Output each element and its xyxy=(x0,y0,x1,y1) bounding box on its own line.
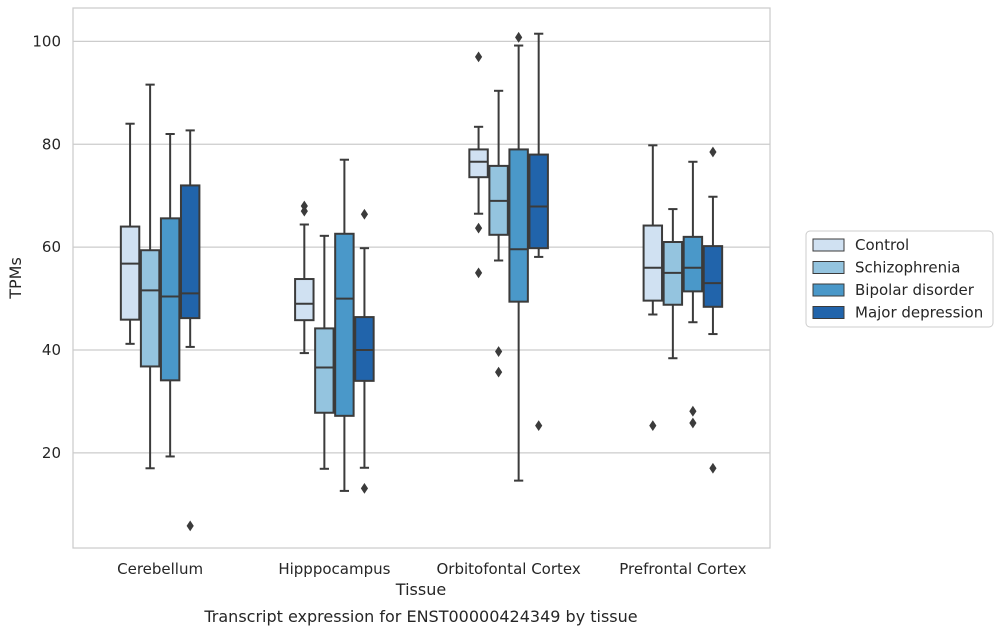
box-cerebellum-schizophrenia xyxy=(139,83,161,470)
outlier-point xyxy=(515,31,523,43)
x-tick-label: Orbitofontal Cortex xyxy=(437,560,581,578)
box-orbitofontal-cortex-schizophrenia xyxy=(488,89,509,378)
legend-label-bipolar-disorder: Bipolar disorder xyxy=(855,281,975,299)
outlier-point xyxy=(360,482,369,494)
outlier-point xyxy=(495,366,503,378)
box-iqr xyxy=(642,224,664,302)
x-axis-ticks: Cerebellum Hipppocampus Orbitofontal Corte… xyxy=(117,560,746,578)
box-orbitofontal-cortex-bipolar-disorder xyxy=(508,31,529,482)
outlier-point xyxy=(360,208,369,220)
legend-label-control: Control xyxy=(855,236,909,254)
chart-caption: Transcript expression for ENST0000042434… xyxy=(203,607,637,626)
outlier-point xyxy=(689,405,697,417)
box-iqr xyxy=(508,148,529,303)
box-hipppocampus-control xyxy=(294,200,315,355)
box-hipppocampus-major-depression xyxy=(354,208,375,494)
x-axis-label: Tissue xyxy=(395,580,446,599)
legend-swatch-major-depression xyxy=(812,306,845,319)
box-iqr xyxy=(702,245,724,308)
legend: Control Schizophrenia Bipolar disorder Majo… xyxy=(805,230,994,328)
y-tick-label: 100 xyxy=(32,32,61,50)
legend-swatch-control xyxy=(812,238,845,252)
y-axis-label: TPMs xyxy=(6,257,25,300)
box-prefrontal-cortex-bipolar-disorder xyxy=(682,160,704,429)
y-tick-label: 20 xyxy=(42,444,61,462)
box-series xyxy=(119,31,724,532)
legend-label-schizophrenia: Schizophrenia xyxy=(855,259,960,277)
legend-frame xyxy=(805,230,994,328)
box-iqr xyxy=(528,153,549,250)
x-tick-label: Cerebellum xyxy=(117,560,203,578)
outlier-point xyxy=(300,200,308,212)
box-iqr xyxy=(159,217,181,382)
y-tick-label: 60 xyxy=(42,238,61,256)
plot-area-frame xyxy=(72,7,771,549)
outlier-point xyxy=(495,346,503,357)
box-cerebellum-control xyxy=(119,122,141,345)
box-orbitofontal-cortex-control xyxy=(468,51,489,279)
legend-label-major-depression: Major depression xyxy=(855,304,983,322)
outlier-point xyxy=(474,222,483,234)
y-tick-label: 40 xyxy=(42,341,61,359)
box-hipppocampus-bipolar-disorder xyxy=(334,158,355,492)
outlier-point xyxy=(186,520,194,532)
outlier-point xyxy=(474,51,483,63)
box-iqr xyxy=(468,148,489,179)
x-tick-label: Prefrontal Cortex xyxy=(619,560,746,578)
outlier-point xyxy=(709,146,717,158)
box-iqr xyxy=(294,278,315,322)
box-orbitofontal-cortex-major-depression xyxy=(528,32,549,431)
box-prefrontal-cortex-schizophrenia xyxy=(662,208,684,360)
outlier-point xyxy=(689,417,697,429)
legend-swatch-bipolar-disorder xyxy=(812,283,845,297)
box-iqr xyxy=(682,235,704,293)
box-iqr xyxy=(119,225,141,321)
outlier-point xyxy=(709,462,717,474)
box-cerebellum-bipolar-disorder xyxy=(159,133,181,458)
box-iqr xyxy=(139,249,161,368)
y-tick-label: 80 xyxy=(42,135,61,153)
outlier-point xyxy=(535,420,543,431)
y-axis-ticks: 20 40 60 80 100 xyxy=(32,32,61,461)
box-iqr xyxy=(354,316,375,382)
legend-swatch-schizophrenia xyxy=(812,261,845,274)
box-cerebellum-major-depression xyxy=(179,129,201,532)
box-iqr xyxy=(314,327,335,414)
box-iqr xyxy=(179,184,201,320)
outlier-point xyxy=(649,420,657,431)
outlier-point xyxy=(474,267,483,279)
x-tick-label: Hipppocampus xyxy=(278,560,390,578)
box-prefrontal-cortex-control xyxy=(642,144,664,431)
box-prefrontal-cortex-major-depression xyxy=(702,146,724,474)
box-iqr xyxy=(334,232,355,417)
box-hipppocampus-schizophrenia xyxy=(314,234,335,470)
